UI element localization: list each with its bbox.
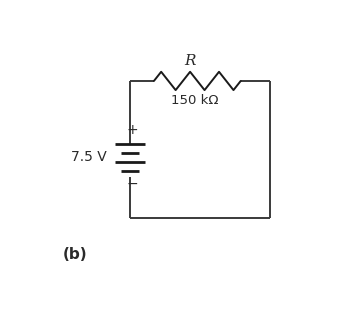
Text: −: − (126, 177, 138, 190)
Text: 7.5 V: 7.5 V (71, 150, 107, 164)
Text: 150 kΩ: 150 kΩ (171, 94, 219, 107)
Text: R: R (184, 54, 196, 68)
Text: +: + (126, 123, 138, 137)
Text: (b): (b) (62, 247, 87, 262)
